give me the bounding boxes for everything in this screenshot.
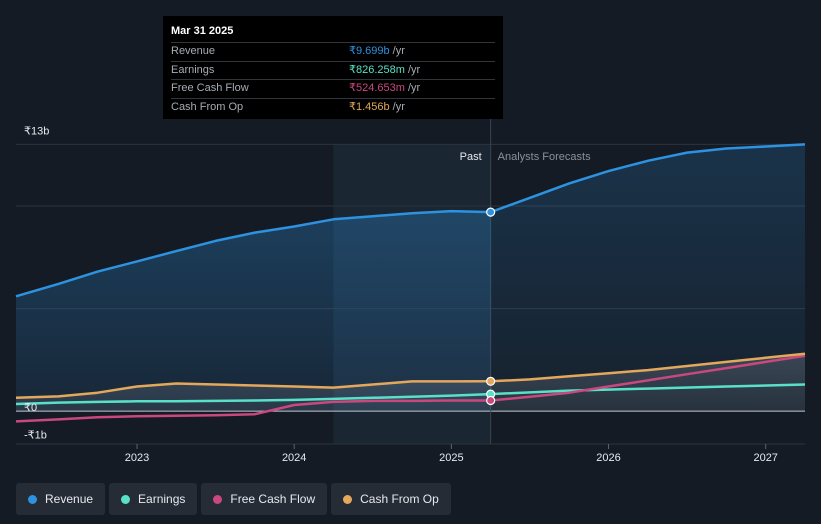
- earnings-forecast-line: [490, 383, 806, 396]
- legend-dot-icon: [343, 494, 353, 504]
- legend-dot-icon: [213, 494, 223, 504]
- legend-dot-icon: [28, 494, 37, 504]
- legend-label: Earnings: [138, 492, 186, 506]
- tooltip-date: Mar 31 2025: [171, 25, 234, 37]
- analysts-forecasts-label: Analysts Forecasts: [498, 151, 591, 163]
- legend-item-free-cash-flow[interactable]: Free Cash Flow: [201, 483, 328, 515]
- revenue-marker[interactable]: [486, 207, 496, 217]
- tooltip-row: Revenue ₹9.699b/yr: [171, 42, 495, 61]
- y-tick-label: -₹1b: [24, 430, 47, 442]
- earnings-line: [15, 392, 491, 406]
- tooltip-row-value: ₹524.653m: [349, 82, 405, 94]
- legend-label: Cash From Op: [360, 492, 439, 506]
- tooltip-row-unit: /yr: [407, 63, 421, 76]
- y-tick-label: ₹0: [24, 402, 37, 414]
- x-tick-label: 2026: [596, 452, 620, 464]
- x-tick-label: 2027: [753, 452, 777, 464]
- legend-label: Free Cash Flow: [230, 492, 316, 506]
- legend-item-revenue[interactable]: Revenue: [16, 483, 106, 515]
- legend-item-earnings[interactable]: Earnings: [109, 483, 198, 515]
- tooltip-row-label: Revenue: [171, 45, 216, 57]
- legend-item-cash-from-op[interactable]: Cash From Op: [331, 483, 451, 515]
- y-tick-label: ₹13b: [24, 125, 49, 137]
- tooltip-row-unit: /yr: [392, 100, 405, 113]
- tooltip-row: Cash From Op ₹1.456b/yr: [171, 97, 495, 117]
- x-tick-label: 2024: [282, 452, 306, 464]
- revenue-forecast-area: [490, 144, 805, 412]
- tooltip-row-unit: /yr: [407, 82, 421, 94]
- legend-dot-icon: [121, 494, 131, 504]
- revenue-forecast-line: [490, 143, 806, 214]
- tooltip-row-label: Cash From Op: [171, 100, 244, 113]
- tooltip-row-label: Free Cash Flow: [171, 82, 249, 94]
- x-tick-label: 2023: [125, 452, 149, 464]
- tooltip-row-value: ₹1.456b: [349, 100, 390, 113]
- tooltip-row-label: Earnings: [171, 63, 215, 76]
- tooltip-row-value: ₹9.699b: [349, 45, 390, 57]
- tooltip-row: Free Cash Flow ₹524.653m/yr: [171, 79, 495, 98]
- legend-label: Revenue: [45, 492, 94, 506]
- revenue-area: [16, 211, 491, 412]
- tooltip-row-value: ₹826.258m: [349, 63, 405, 76]
- free-cash-flow-line: [15, 399, 491, 423]
- revenue-line: [15, 209, 491, 298]
- x-tick-label: 2025: [439, 452, 463, 464]
- cash-from-op-line: [15, 380, 491, 400]
- cash-from-op-marker[interactable]: [486, 376, 496, 386]
- cash-from-op-forecast-line: [490, 352, 806, 383]
- free-cash-flow-marker[interactable]: [486, 395, 496, 406]
- free-cash-flow-forecast-line: [490, 354, 806, 402]
- past-label: Past: [460, 151, 482, 163]
- tooltip-row-unit: /yr: [392, 45, 405, 57]
- legend: Revenue Earnings Free Cash Flow Cash From O…: [16, 483, 451, 515]
- tooltip-row: Earnings ₹826.258m/yr: [171, 60, 495, 80]
- tooltip: Mar 31 2025 Revenue ₹9.699b/yr Earnings ₹82…: [163, 16, 503, 119]
